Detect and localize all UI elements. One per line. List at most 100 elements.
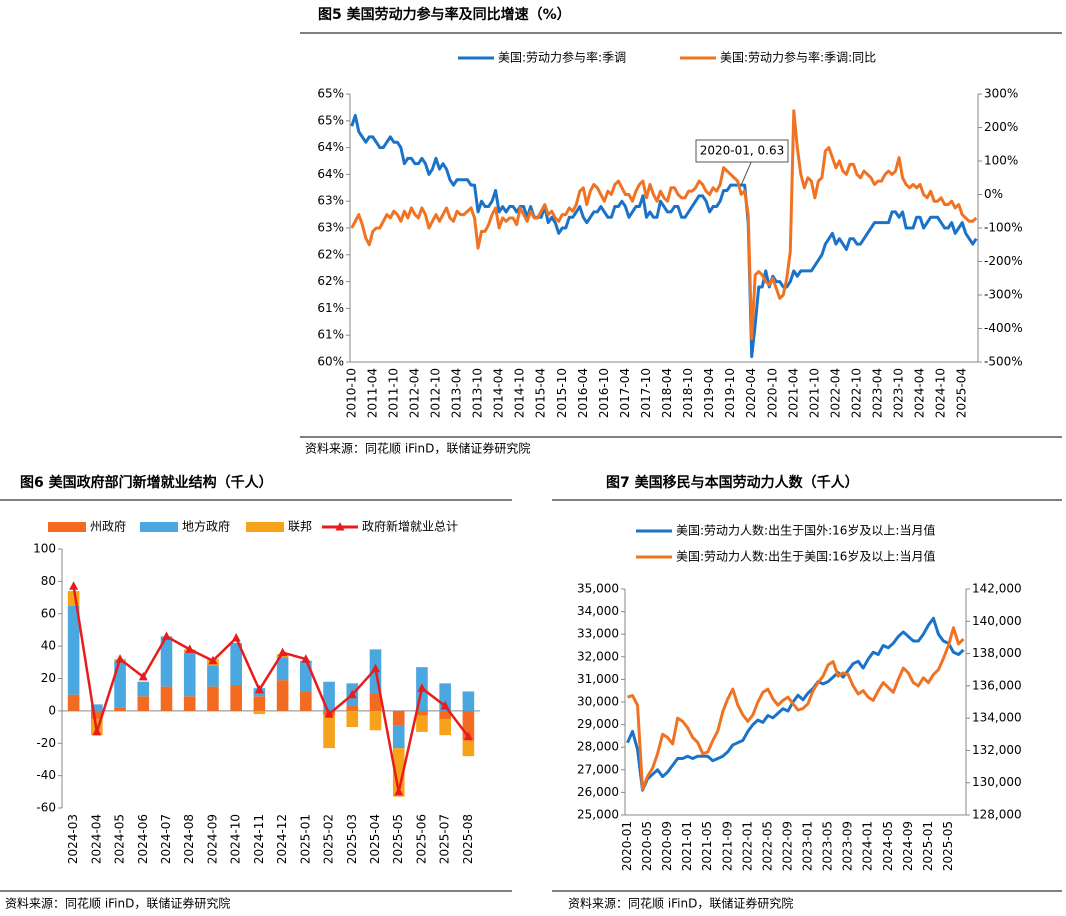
y-tick-label: -60: [36, 801, 56, 815]
x-tick-label: 2025-04: [368, 814, 382, 864]
x-tick-label: 2012-10: [428, 368, 442, 418]
x-tick-label: 2023-04: [871, 368, 885, 418]
marker: [92, 726, 102, 736]
y2-tick-label: 128,000: [972, 808, 1022, 822]
marker: [371, 663, 380, 673]
y2-tick-label: 300%: [984, 87, 1018, 101]
y2-tick-label: 100%: [984, 154, 1018, 168]
marker: [417, 683, 427, 692]
y-tick-label: 25,000: [577, 808, 619, 822]
x-tick-label: 2024-04: [89, 814, 103, 864]
x-tick-label: 2024-09: [901, 821, 915, 871]
legend-label: 联邦: [288, 520, 312, 534]
x-tick-label: 2025-01: [298, 814, 312, 864]
x-tick-label: 2025-05: [391, 814, 405, 864]
x-tick-label: 2015-10: [555, 368, 569, 418]
y-tick-label: -20: [36, 736, 56, 750]
marker: [208, 655, 218, 665]
y-tick-label: 40: [41, 639, 56, 653]
y-tick-label: 26,000: [577, 785, 619, 799]
y2-tick-label: -200%: [984, 254, 1023, 268]
bar: [439, 683, 451, 711]
bar: [230, 684, 242, 711]
y2-tick-label: 132,000: [972, 743, 1022, 757]
marker: [254, 684, 264, 694]
bar: [392, 748, 405, 797]
x-tick-label: 2023-05: [821, 821, 835, 871]
legend-swatch: [140, 522, 178, 532]
x-tick-label: 2019-04: [702, 368, 716, 418]
bar: [160, 686, 173, 711]
y-tick-label: 31,000: [577, 672, 619, 686]
y-tick-label: 61%: [317, 328, 344, 342]
bar: [369, 693, 382, 711]
marker: [278, 647, 288, 657]
bar: [392, 710, 405, 726]
y-tick-label: 35,000: [577, 582, 619, 596]
bar: [369, 710, 382, 731]
x-tick-label: 2019-10: [723, 368, 737, 418]
bar: [416, 710, 428, 716]
y-tick-label: 30,000: [577, 695, 619, 709]
x-tick-label: 2024-10: [934, 368, 948, 418]
y-tick-label: 65%: [317, 87, 344, 101]
annotation-box: [695, 139, 789, 163]
y2-tick-label: -400%: [984, 321, 1023, 335]
x-tick-label: 2024-06: [136, 814, 150, 864]
x-tick-label: 2014-10: [513, 368, 527, 418]
source: 资料来源：同花顺 iFinD，联储证券研究院: [5, 896, 230, 911]
bar: [137, 696, 150, 711]
x-tick-label: 2022-10: [849, 368, 863, 418]
y-tick-label: 27,000: [577, 762, 619, 776]
bar: [160, 636, 173, 687]
x-tick-label: 2016-04: [576, 368, 590, 418]
bar: [183, 652, 196, 697]
bar: [416, 715, 428, 732]
bar: [67, 591, 80, 606]
annotation-leader: [740, 161, 752, 186]
marker: [394, 786, 404, 796]
y-tick-label: 64%: [317, 140, 344, 154]
x-tick-label: 2021-01: [680, 821, 694, 871]
x-tick-label: 2023-09: [841, 821, 855, 871]
y-tick-label: 63%: [317, 194, 344, 208]
x-tick-label: 2024-04: [913, 368, 927, 418]
bar: [323, 681, 335, 711]
y2-tick-label: 130,000: [972, 775, 1022, 789]
marker: [324, 709, 334, 718]
marker: [301, 654, 311, 663]
y-tick-label: 28,000: [577, 740, 619, 754]
x-tick-label: 2015-04: [534, 368, 548, 418]
y-tick-label: 60%: [317, 355, 344, 369]
y-tick-label: 34,000: [577, 604, 619, 618]
y-tick-label: 65%: [317, 113, 344, 127]
x-tick-label: 2024-05: [881, 821, 895, 871]
marker: [347, 689, 357, 699]
marker: [463, 731, 473, 741]
y2-tick-label: -500%: [984, 355, 1023, 369]
x-tick-label: 2014-04: [492, 368, 506, 418]
y2-tick-label: -300%: [984, 288, 1023, 302]
y2-tick-label: -100%: [984, 221, 1023, 235]
x-tick-label: 2025-06: [414, 814, 428, 864]
y-tick-label: 100: [33, 542, 56, 556]
x-tick-label: 2020-09: [660, 821, 674, 871]
x-tick-label: 2023-01: [801, 821, 815, 871]
marker: [440, 701, 450, 710]
bar: [462, 710, 475, 741]
x-tick-label: 2022-04: [828, 368, 842, 418]
x-tick-label: 2025-04: [955, 368, 969, 418]
x-tick-label: 2024-01: [861, 821, 875, 871]
bar: [67, 694, 80, 711]
x-tick-label: 2021-04: [786, 368, 800, 418]
x-tick-label: 2013-04: [450, 368, 464, 418]
source: 资料来源：同花顺 iFinD，联储证券研究院: [305, 441, 530, 456]
x-tick-label: 2025-07: [438, 814, 452, 864]
bar: [392, 725, 405, 749]
y-tick-label: 64%: [317, 167, 344, 181]
bar: [207, 665, 219, 687]
chart-title: 图7 美国移民与本国劳动力人数（千人）: [606, 474, 859, 491]
series-line: [72, 586, 470, 794]
x-tick-label: 2022-09: [780, 821, 794, 871]
y2-tick-label: 138,000: [972, 646, 1022, 660]
